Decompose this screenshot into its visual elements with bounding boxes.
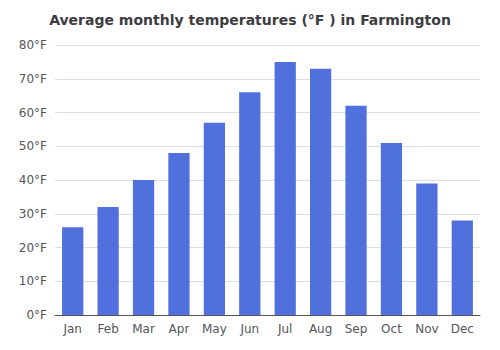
svg-text:Apr: Apr [169, 322, 190, 336]
svg-text:Average monthly temperatures (: Average monthly temperatures (°F ) in Fa… [49, 12, 451, 28]
svg-text:Feb: Feb [98, 322, 119, 336]
svg-text:Mar: Mar [132, 322, 155, 336]
svg-text:Oct: Oct [381, 322, 402, 336]
svg-text:May: May [202, 322, 227, 336]
svg-text:Dec: Dec [451, 322, 474, 336]
svg-text:60°F: 60°F [19, 106, 47, 120]
svg-text:70°F: 70°F [19, 72, 47, 86]
svg-text:Sep: Sep [345, 322, 368, 336]
svg-text:40°F: 40°F [19, 173, 47, 187]
svg-text:80°F: 80°F [19, 38, 47, 52]
svg-text:10°F: 10°F [19, 274, 47, 288]
svg-text:0°F: 0°F [26, 308, 47, 322]
svg-text:Nov: Nov [415, 322, 438, 336]
svg-text:50°F: 50°F [19, 139, 47, 153]
svg-text:Jan: Jan [62, 322, 82, 336]
svg-text:Aug: Aug [309, 322, 332, 336]
svg-text:30°F: 30°F [19, 207, 47, 221]
svg-text:Jun: Jun [239, 322, 259, 336]
svg-text:20°F: 20°F [19, 241, 47, 255]
svg-text:Jul: Jul [277, 322, 292, 336]
